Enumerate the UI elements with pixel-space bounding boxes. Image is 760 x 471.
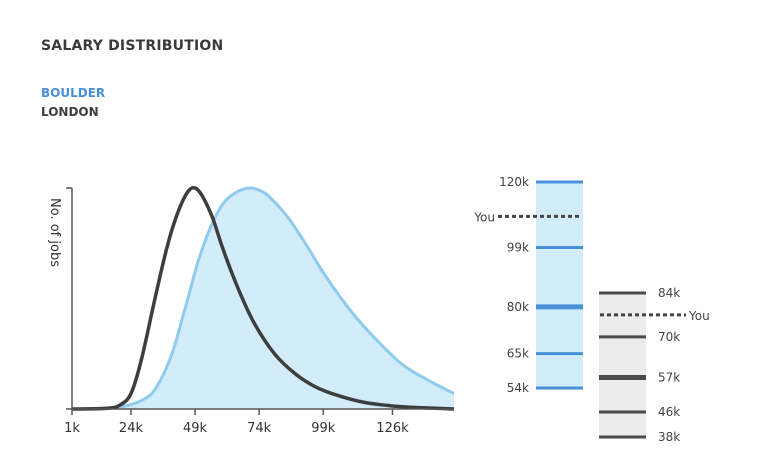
level-label-99k: 99k	[507, 241, 529, 255]
you-marker-label: You	[688, 309, 710, 323]
x-tick-label: 1k	[64, 421, 80, 436]
london-curve	[71, 186, 455, 411]
level-label-84k: 84k	[658, 286, 680, 300]
x-tick-label: 126k	[376, 421, 409, 436]
x-tick-label: 99k	[311, 421, 336, 436]
legend-boulder: BOULDER	[41, 86, 106, 100]
boulder-curve	[71, 186, 455, 411]
level-label-80k: 80k	[507, 300, 529, 314]
boulder-area	[72, 187, 454, 409]
level-label-70k: 70k	[658, 330, 680, 344]
you-marker-label: You	[473, 210, 495, 224]
level-label-38k: 38k	[658, 430, 680, 444]
level-label-65k: 65k	[507, 347, 529, 361]
y-axis-label: No. of jobs	[47, 198, 62, 267]
level-label-46k: 46k	[658, 405, 680, 419]
x-tick-label: 49k	[183, 421, 208, 436]
x-axis-ticks: 1k 24k 49k 74k 99k 126k	[64, 409, 409, 436]
distribution-chart: 1k 24k 49k 74k 99k 126k No. of jobs	[47, 186, 455, 436]
x-tick-label: 74k	[247, 421, 272, 436]
level-label-54k: 54k	[507, 381, 529, 395]
london-range-box: 84k 70k 57k 46k 38k You	[599, 286, 710, 444]
boulder-range-bg	[536, 182, 583, 388]
x-tick-label: 24k	[119, 421, 144, 436]
boulder-range-box: 120k 99k 80k 65k 54k You	[473, 175, 583, 395]
level-label-120k: 120k	[499, 175, 529, 189]
level-label-57k: 57k	[658, 371, 680, 385]
legend-london: LONDON	[41, 105, 99, 119]
chart-title: SALARY DISTRIBUTION	[41, 38, 224, 54]
